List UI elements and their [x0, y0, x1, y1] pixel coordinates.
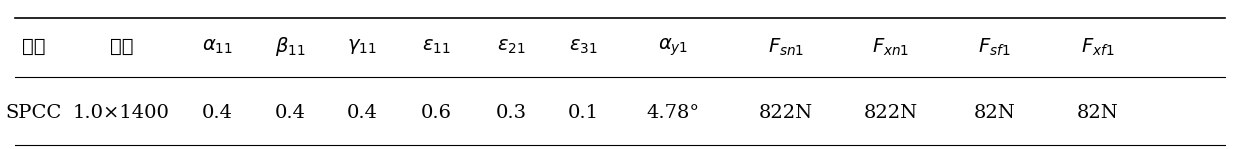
Text: $F_{xf1}$: $F_{xf1}$ — [1081, 36, 1114, 58]
Text: 0.4: 0.4 — [275, 104, 306, 122]
Text: $\beta_{11}$: $\beta_{11}$ — [275, 35, 305, 58]
Text: 82N: 82N — [1076, 104, 1118, 122]
Text: 4.78°: 4.78° — [647, 104, 699, 122]
Text: $F_{sf1}$: $F_{sf1}$ — [978, 36, 1011, 58]
Text: 钒号: 钒号 — [22, 37, 45, 56]
Text: $\alpha_{y1}$: $\alpha_{y1}$ — [658, 36, 688, 58]
Text: $F_{sn1}$: $F_{sn1}$ — [768, 36, 805, 58]
Text: 规格: 规格 — [110, 37, 133, 56]
Text: 0.3: 0.3 — [495, 104, 527, 122]
Text: 0.4: 0.4 — [201, 104, 233, 122]
Text: $\varepsilon_{21}$: $\varepsilon_{21}$ — [496, 38, 526, 56]
Text: 822N: 822N — [863, 104, 918, 122]
Text: $\varepsilon_{11}$: $\varepsilon_{11}$ — [422, 38, 451, 56]
Text: 822N: 822N — [759, 104, 813, 122]
Text: $F_{xn1}$: $F_{xn1}$ — [872, 36, 909, 58]
Text: 0.6: 0.6 — [420, 104, 451, 122]
Text: 82N: 82N — [973, 104, 1016, 122]
Text: 0.4: 0.4 — [346, 104, 377, 122]
Text: 1.0×1400: 1.0×1400 — [73, 104, 170, 122]
Text: 0.1: 0.1 — [567, 104, 598, 122]
Text: $\varepsilon_{31}$: $\varepsilon_{31}$ — [568, 38, 598, 56]
Text: $\gamma_{11}$: $\gamma_{11}$ — [347, 37, 377, 56]
Text: SPCC: SPCC — [5, 104, 62, 122]
Text: $\alpha_{11}$: $\alpha_{11}$ — [202, 38, 232, 56]
